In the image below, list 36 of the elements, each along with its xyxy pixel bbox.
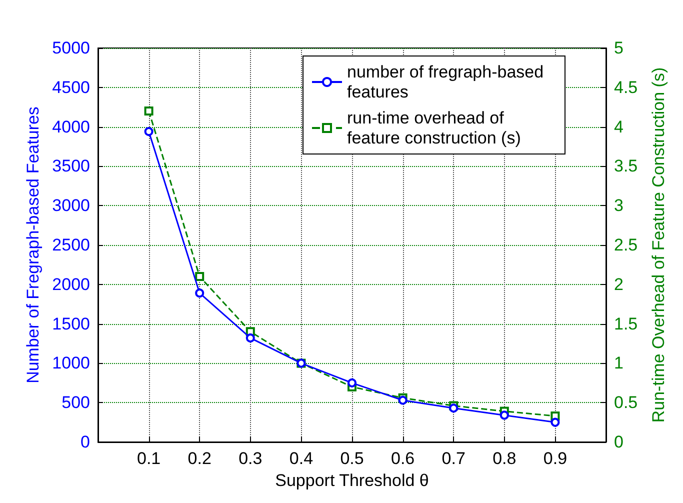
x-tick-label: 0.5 [340,449,364,468]
y2-tick-label: 5 [614,38,624,58]
x-tick-label: 0.6 [390,449,415,468]
y2-tick-label: 2.5 [614,236,638,254]
legend-label: run-time overhead of feature construction (s) [347,108,521,148]
y-tick-label: 0 [80,432,90,452]
y-tick-label: 3000 [52,196,90,216]
x-tick-label: 0.2 [188,449,212,468]
y2-tick-label: 4.5 [614,78,638,97]
y-tick-label: 1000 [52,354,90,373]
y-tick-label: 4500 [52,78,90,97]
y2-tick-label: 2 [614,274,624,294]
y-tick-label: 5000 [52,38,90,58]
y-tick-label: 500 [62,393,90,412]
y-tick-label: 4000 [52,117,90,136]
y2-tick-label: 0 [614,432,624,452]
y2-tick-label: 0.5 [614,393,638,412]
y-tick-label: 1500 [52,314,90,334]
x-tick-label: 0.9 [543,449,568,468]
y2-axis-title: Run-time Overhead of Feature Construction (s) [649,67,668,423]
x-axis-title: Support Threshold θ [275,470,429,490]
y2-tick-label: 1 [614,354,624,373]
y-tick-label: 2000 [52,274,90,294]
legend-label: number of fregraph-based features [347,62,548,102]
y2-tick-label: 4 [614,117,624,136]
x-tick-label: 0.4 [289,449,314,468]
y-tick-label: 2500 [52,236,90,254]
y2-tick-label: 1.5 [614,314,638,334]
y-tick-label: 3500 [52,156,90,176]
x-tick-label: 0.8 [492,449,516,468]
x-tick-label: 0.1 [136,449,161,468]
x-tick-label: 0.3 [238,449,262,468]
y2-tick-label: 3.5 [614,156,638,176]
x-tick-label: 0.7 [442,449,466,468]
y-axis-title: Number of Fregraph-based Features [23,106,42,384]
y2-tick-label: 3 [614,196,624,216]
